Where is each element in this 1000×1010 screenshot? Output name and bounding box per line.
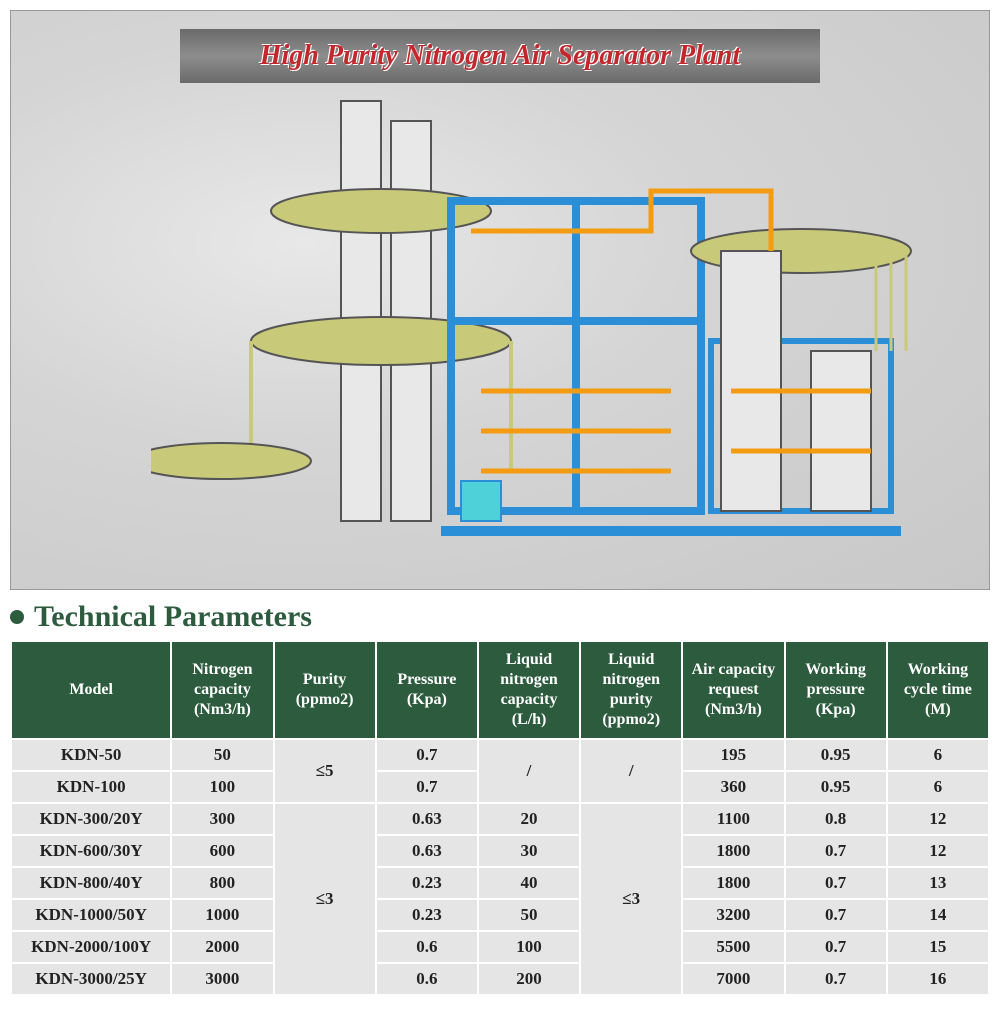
cell-n2cap: 600 xyxy=(171,835,273,867)
cell-n2cap: 300 xyxy=(171,803,273,835)
cell-wpress: 0.95 xyxy=(785,739,887,771)
cell-liqpur-g2: ≤3 xyxy=(580,803,682,995)
cell-model: KDN-800/40Y xyxy=(11,867,171,899)
cell-n2cap: 100 xyxy=(171,771,273,803)
cell-pressure: 0.7 xyxy=(376,739,478,771)
table-row: KDN-1000/50Y 1000 0.23 50 3200 0.7 14 xyxy=(11,899,989,931)
section-title: Technical Parameters xyxy=(34,600,312,634)
cell-aircap: 7000 xyxy=(682,963,784,995)
th-liqpur: Liquid nitrogen purity (ppmo2) xyxy=(580,641,682,739)
th-pressure: Pressure (Kpa) xyxy=(376,641,478,739)
plant-illustration-icon xyxy=(151,91,931,571)
cell-pressure: 0.63 xyxy=(376,835,478,867)
th-n2cap: Nitrogen capacity (Nm3/h) xyxy=(171,641,273,739)
cell-pressure: 0.23 xyxy=(376,867,478,899)
section-header: Technical Parameters xyxy=(10,600,990,634)
cell-n2cap: 3000 xyxy=(171,963,273,995)
table-row: KDN-600/30Y 600 0.63 30 1800 0.7 12 xyxy=(11,835,989,867)
cell-liqcap: 30 xyxy=(478,835,580,867)
cell-aircap: 5500 xyxy=(682,931,784,963)
cell-n2cap: 50 xyxy=(171,739,273,771)
spec-table: Model Nitrogen capacity (Nm3/h) Purity (… xyxy=(10,640,990,996)
th-purity: Purity (ppmo2) xyxy=(274,641,376,739)
cell-aircap: 1800 xyxy=(682,835,784,867)
cell-liqcap: 100 xyxy=(478,931,580,963)
cell-wpress: 0.7 xyxy=(785,835,887,867)
cell-pressure: 0.6 xyxy=(376,963,478,995)
spec-table-head: Model Nitrogen capacity (Nm3/h) Purity (… xyxy=(11,641,989,739)
cell-pressure: 0.6 xyxy=(376,931,478,963)
cell-liqcap: 50 xyxy=(478,899,580,931)
cell-aircap: 1100 xyxy=(682,803,784,835)
th-liqcap: Liquid nitrogen capacity (L/h) xyxy=(478,641,580,739)
cell-aircap: 1800 xyxy=(682,867,784,899)
cell-cycle: 14 xyxy=(887,899,989,931)
cell-model: KDN-1000/50Y xyxy=(11,899,171,931)
cell-wpress: 0.8 xyxy=(785,803,887,835)
cell-cycle: 6 xyxy=(887,771,989,803)
cell-aircap: 195 xyxy=(682,739,784,771)
cell-model: KDN-2000/100Y xyxy=(11,931,171,963)
cell-liqcap-g1: / xyxy=(478,739,580,803)
cell-n2cap: 1000 xyxy=(171,899,273,931)
cell-wpress: 0.95 xyxy=(785,771,887,803)
hero-banner: High Purity Nitrogen Air Separator Plant xyxy=(10,10,990,590)
cell-cycle: 12 xyxy=(887,803,989,835)
cell-model: KDN-50 xyxy=(11,739,171,771)
cell-wpress: 0.7 xyxy=(785,867,887,899)
cell-cycle: 6 xyxy=(887,739,989,771)
cell-wpress: 0.7 xyxy=(785,931,887,963)
cell-liqcap: 20 xyxy=(478,803,580,835)
cell-pressure: 0.7 xyxy=(376,771,478,803)
cell-liqcap: 200 xyxy=(478,963,580,995)
hero-title-bar: High Purity Nitrogen Air Separator Plant xyxy=(180,29,820,83)
cell-n2cap: 800 xyxy=(171,867,273,899)
cell-n2cap: 2000 xyxy=(171,931,273,963)
table-row: KDN-800/40Y 800 0.23 40 1800 0.7 13 xyxy=(11,867,989,899)
cell-cycle: 15 xyxy=(887,931,989,963)
cell-pressure: 0.23 xyxy=(376,899,478,931)
table-row: KDN-2000/100Y 2000 0.6 100 5500 0.7 15 xyxy=(11,931,989,963)
cell-wpress: 0.7 xyxy=(785,899,887,931)
cell-model: KDN-100 xyxy=(11,771,171,803)
cell-liqcap: 40 xyxy=(478,867,580,899)
cell-purity-g1: ≤5 xyxy=(274,739,376,803)
table-row: KDN-300/20Y 300 ≤3 0.63 20 ≤3 1100 0.8 1… xyxy=(11,803,989,835)
cell-liqpur-g1: / xyxy=(580,739,682,803)
hero-title: High Purity Nitrogen Air Separator Plant xyxy=(260,40,740,72)
cell-cycle: 12 xyxy=(887,835,989,867)
cell-cycle: 16 xyxy=(887,963,989,995)
spec-table-body: KDN-50 50 ≤5 0.7 / / 195 0.95 6 KDN-100 … xyxy=(11,739,989,995)
th-cycle: Working cycle time (M) xyxy=(887,641,989,739)
th-model: Model xyxy=(11,641,171,739)
cell-cycle: 13 xyxy=(887,867,989,899)
cell-pressure: 0.63 xyxy=(376,803,478,835)
table-row: KDN-3000/25Y 3000 0.6 200 7000 0.7 16 xyxy=(11,963,989,995)
bullet-icon xyxy=(10,610,24,624)
th-wpress: Working pressure (Kpa) xyxy=(785,641,887,739)
cell-aircap: 360 xyxy=(682,771,784,803)
cell-aircap: 3200 xyxy=(682,899,784,931)
cell-purity-g2: ≤3 xyxy=(274,803,376,995)
cell-model: KDN-300/20Y xyxy=(11,803,171,835)
table-row: KDN-50 50 ≤5 0.7 / / 195 0.95 6 xyxy=(11,739,989,771)
cell-model: KDN-600/30Y xyxy=(11,835,171,867)
cell-model: KDN-3000/25Y xyxy=(11,963,171,995)
cell-wpress: 0.7 xyxy=(785,963,887,995)
th-aircap: Air capacity request (Nm3/h) xyxy=(682,641,784,739)
